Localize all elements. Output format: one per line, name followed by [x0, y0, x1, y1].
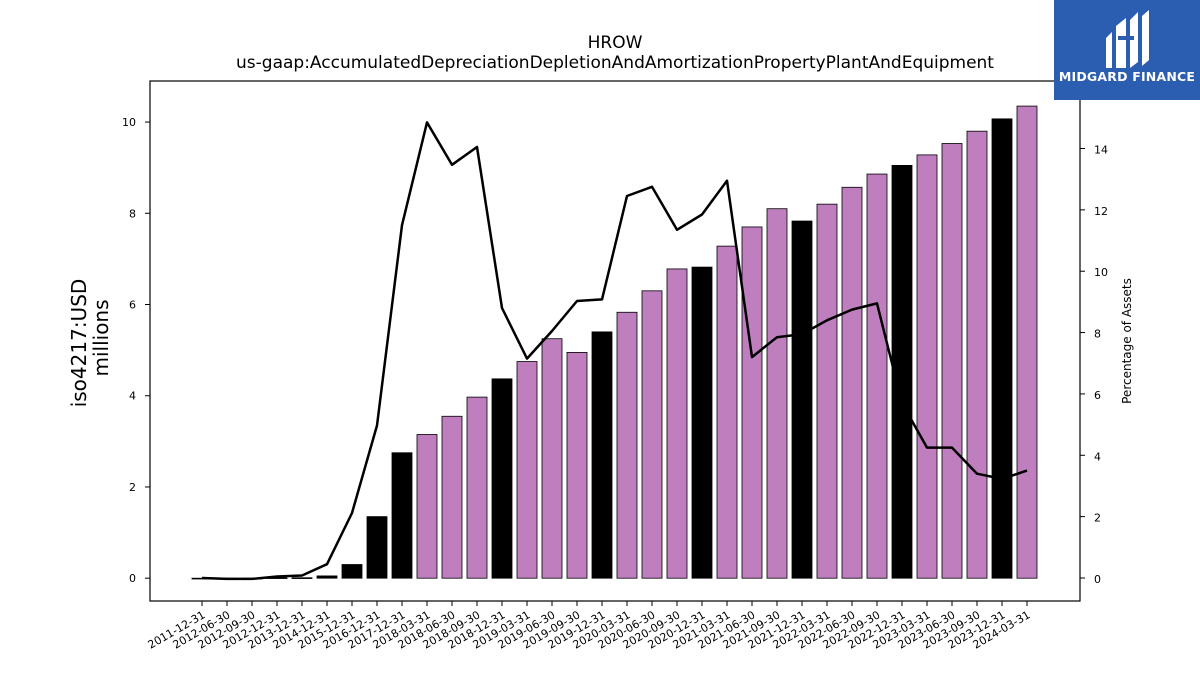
bar-2019-09-30 [566, 352, 588, 579]
y-tick-label: 8 [129, 207, 136, 220]
bar-2018-06-30 [441, 415, 463, 579]
plot-frame [149, 80, 1081, 602]
bar-2021-03-31 [716, 245, 738, 579]
y2-tick-label: 6 [1094, 389, 1101, 402]
y-tick-label: 2 [129, 481, 136, 494]
logo-text: MIDGARD FINANCE [1058, 69, 1196, 84]
bar-2018-03-31 [416, 434, 438, 579]
right-axis-ticks: 0 2 4 6 8 10 12 14 [1080, 143, 1108, 586]
bar-2013-12-31 [291, 577, 313, 579]
bar-2022-03-31 [816, 203, 838, 579]
y2-axis-label: Percentage of Assets [1120, 278, 1134, 404]
y2-tick-label: 14 [1094, 143, 1108, 156]
bar-2024-03-31 [1016, 105, 1038, 579]
percentage-line [201, 121, 1028, 581]
logo-mark-icon [1106, 10, 1149, 68]
line-series [201, 121, 1028, 581]
bar-2021-06-30 [741, 226, 763, 579]
bar-2023-09-30 [966, 130, 988, 579]
brand-logo: MIDGARD FINANCE [1054, 0, 1200, 100]
chart-title: HROW [588, 33, 643, 53]
bar-2020-12-31 [691, 266, 713, 579]
y2-tick-label: 12 [1094, 205, 1108, 218]
bar-2022-12-31 [891, 164, 913, 579]
y2-tick-label: 4 [1094, 450, 1101, 463]
bar-2018-09-30 [466, 396, 488, 579]
bar-2015-12-31 [341, 564, 363, 579]
left-axis-ticks: 0 2 4 6 8 10 [122, 116, 150, 585]
bar-2019-12-31 [591, 331, 613, 579]
bar-2020-03-31 [616, 311, 638, 579]
bar-series [191, 105, 1038, 580]
bar-2020-09-30 [666, 268, 688, 579]
bar-2018-12-31 [491, 378, 513, 579]
bar-2019-06-30 [541, 338, 563, 579]
y-axis-label: iso4217:USD [67, 279, 91, 408]
chart-subtitle: us-gaap:AccumulatedDepreciationDepletion… [236, 53, 994, 73]
y2-tick-label: 2 [1094, 512, 1101, 525]
y2-tick-label: 10 [1094, 266, 1108, 279]
y-axis-unit-label: millions [89, 299, 113, 376]
bar-2023-06-30 [941, 143, 963, 579]
y-tick-label: 10 [122, 116, 136, 129]
bar-2021-09-30 [766, 208, 788, 579]
x-axis-ticks: 2011-12-312012-06-302012-09-302012-12-31… [146, 601, 1033, 652]
bar-2023-12-31 [991, 118, 1013, 579]
y2-tick-label: 8 [1094, 328, 1101, 341]
y2-tick-label: 0 [1094, 573, 1101, 586]
bar-2023-03-31 [916, 154, 938, 579]
bar-2014-12-31 [316, 575, 338, 579]
bar-2019-03-31 [516, 361, 538, 579]
bar-2021-12-31 [791, 220, 813, 579]
bar-2020-06-30 [641, 290, 663, 579]
y-tick-label: 4 [129, 390, 136, 403]
y-tick-label: 0 [129, 572, 136, 585]
y-tick-label: 6 [129, 299, 136, 312]
bar-2022-06-30 [841, 186, 863, 579]
bar-2016-12-31 [366, 516, 388, 579]
bar-2022-09-30 [866, 173, 888, 579]
bar-2017-12-31 [391, 452, 413, 579]
